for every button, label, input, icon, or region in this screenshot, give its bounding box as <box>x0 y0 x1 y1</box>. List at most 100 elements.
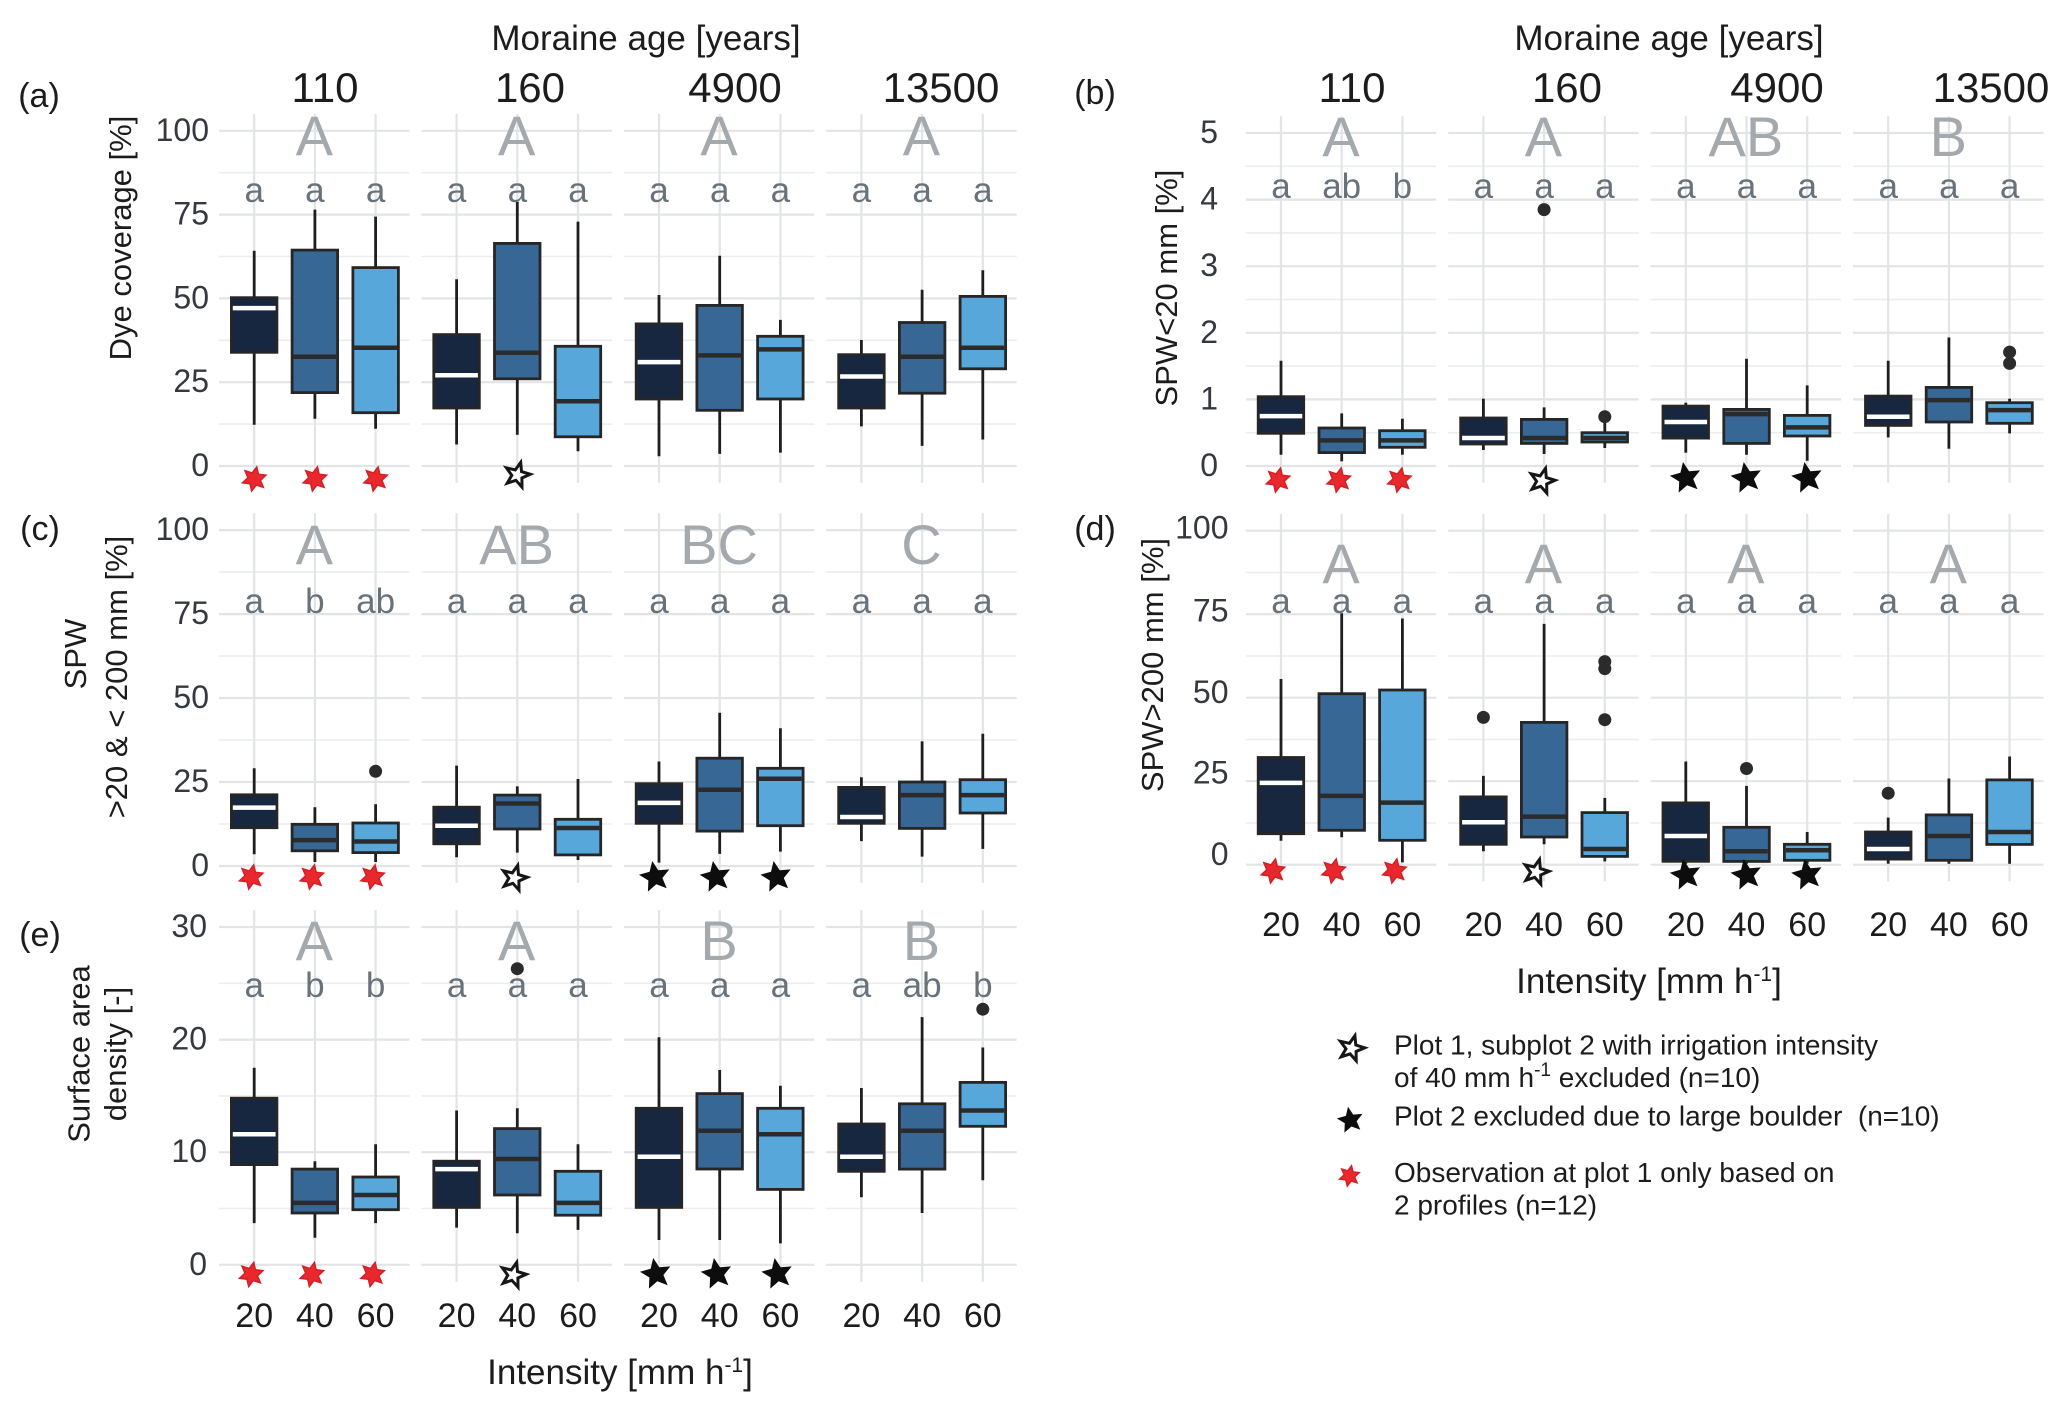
svg-text:ab: ab <box>1322 167 1361 206</box>
svg-text:A: A <box>296 104 334 167</box>
svg-text:Plot 2 excluded due to large b: Plot 2 excluded due to large boulder (n=… <box>1394 1100 1940 1131</box>
svg-text:Intensity [mm h-1]: Intensity [mm h-1] <box>487 1353 753 1392</box>
svg-text:SPW>200 mm [%]: SPW>200 mm [%] <box>1135 538 1170 792</box>
svg-text:60: 60 <box>761 1297 799 1335</box>
svg-text:a: a <box>973 171 993 210</box>
svg-text:a: a <box>1676 167 1696 206</box>
svg-text:a: a <box>1474 167 1494 206</box>
svg-text:60: 60 <box>1991 906 2029 944</box>
svg-text:A: A <box>1525 105 1563 168</box>
svg-text:Moraine age [years]: Moraine age [years] <box>1514 19 1823 58</box>
svg-text:C: C <box>901 513 941 576</box>
svg-text:75: 75 <box>173 196 209 232</box>
svg-text:Surface area: Surface area <box>62 964 97 1142</box>
svg-text:a: a <box>852 171 872 210</box>
svg-text:Dye coverage [%]: Dye coverage [%] <box>103 116 138 361</box>
svg-text:0: 0 <box>191 847 209 883</box>
svg-text:b: b <box>366 966 385 1005</box>
svg-text:a: a <box>771 171 791 210</box>
svg-text:110: 110 <box>1319 64 1386 111</box>
svg-text:1: 1 <box>1200 380 1218 416</box>
svg-text:a: a <box>973 582 993 621</box>
svg-text:60: 60 <box>1383 906 1421 944</box>
svg-text:4900: 4900 <box>1730 64 1823 111</box>
svg-text:A: A <box>1727 532 1765 595</box>
svg-text:0: 0 <box>1211 836 1229 872</box>
svg-text:a: a <box>1676 582 1696 621</box>
svg-text:a: a <box>447 582 467 621</box>
svg-text:60: 60 <box>1586 906 1624 944</box>
svg-text:0: 0 <box>191 447 209 483</box>
svg-text:a: a <box>508 966 528 1005</box>
svg-text:40: 40 <box>296 1297 334 1335</box>
svg-text:2 profiles (n=12): 2 profiles (n=12) <box>1394 1190 1597 1221</box>
svg-text:a: a <box>1595 167 1615 206</box>
svg-text:Plot 1, subplot 2 with irrigat: Plot 1, subplot 2 with irrigation intens… <box>1394 1030 1878 1061</box>
svg-text:b: b <box>1393 167 1412 206</box>
svg-text:b: b <box>973 966 992 1005</box>
svg-text:A: A <box>700 104 738 167</box>
svg-text:100: 100 <box>1175 509 1228 545</box>
svg-text:3: 3 <box>1200 247 1218 283</box>
svg-text:A: A <box>1525 532 1563 595</box>
svg-text:A: A <box>296 909 334 972</box>
svg-text:Moraine age [years]: Moraine age [years] <box>491 19 800 58</box>
svg-text:40: 40 <box>1323 906 1361 944</box>
svg-text:b: b <box>305 582 324 621</box>
svg-text:AB: AB <box>1708 105 1783 168</box>
svg-text:b: b <box>305 966 324 1005</box>
svg-text:40: 40 <box>701 1297 739 1335</box>
svg-text:20: 20 <box>1464 906 1502 944</box>
svg-text:a: a <box>1878 582 1898 621</box>
svg-text:(a): (a) <box>18 77 60 115</box>
svg-text:20: 20 <box>438 1297 476 1335</box>
svg-text:>20 & < 200 mm [%]: >20 & < 200 mm [%] <box>99 536 134 819</box>
svg-text:110: 110 <box>292 64 359 111</box>
svg-text:0: 0 <box>1200 447 1218 483</box>
svg-text:a: a <box>1393 582 1413 621</box>
svg-text:a: a <box>1939 167 1959 206</box>
svg-text:a: a <box>649 171 669 210</box>
svg-text:60: 60 <box>1788 906 1826 944</box>
svg-text:A: A <box>498 104 536 167</box>
svg-text:40: 40 <box>1728 906 1766 944</box>
svg-text:a: a <box>710 171 730 210</box>
svg-text:5: 5 <box>1200 114 1218 150</box>
svg-text:50: 50 <box>173 679 209 715</box>
svg-text:a: a <box>1737 167 1757 206</box>
svg-text:0: 0 <box>189 1246 207 1282</box>
svg-text:a: a <box>244 171 264 210</box>
svg-text:ab: ab <box>356 582 395 621</box>
svg-text:4900: 4900 <box>688 64 781 111</box>
svg-text:a: a <box>649 966 669 1005</box>
svg-text:a: a <box>1797 582 1817 621</box>
svg-text:40: 40 <box>1930 906 1968 944</box>
svg-text:75: 75 <box>1193 592 1229 628</box>
svg-text:a: a <box>1534 167 1554 206</box>
svg-text:a: a <box>2000 582 2020 621</box>
svg-text:A: A <box>903 104 941 167</box>
svg-text:a: a <box>568 171 588 210</box>
svg-text:40: 40 <box>903 1297 941 1335</box>
svg-text:a: a <box>305 171 325 210</box>
svg-text:20: 20 <box>640 1297 678 1335</box>
svg-text:(c): (c) <box>20 510 60 548</box>
svg-text:40: 40 <box>498 1297 536 1335</box>
svg-text:20: 20 <box>1869 906 1907 944</box>
svg-text:60: 60 <box>964 1297 1002 1335</box>
svg-text:25: 25 <box>1193 754 1229 790</box>
svg-text:160: 160 <box>1532 64 1602 111</box>
svg-text:20: 20 <box>842 1297 880 1335</box>
svg-text:Intensity [mm h-1]: Intensity [mm h-1] <box>1516 962 1782 1001</box>
svg-text:a: a <box>2000 167 2020 206</box>
svg-text:a: a <box>710 582 730 621</box>
svg-text:20: 20 <box>1667 906 1705 944</box>
svg-text:ab: ab <box>903 966 942 1005</box>
svg-text:a: a <box>508 582 528 621</box>
svg-text:a: a <box>649 582 669 621</box>
svg-text:100: 100 <box>156 511 209 547</box>
svg-text:25: 25 <box>173 363 209 399</box>
svg-text:of 40 mm h-1 excluded (n=10): of 40 mm h-1 excluded (n=10) <box>1394 1060 1760 1093</box>
svg-text:a: a <box>1878 167 1898 206</box>
svg-text:a: a <box>1595 582 1615 621</box>
